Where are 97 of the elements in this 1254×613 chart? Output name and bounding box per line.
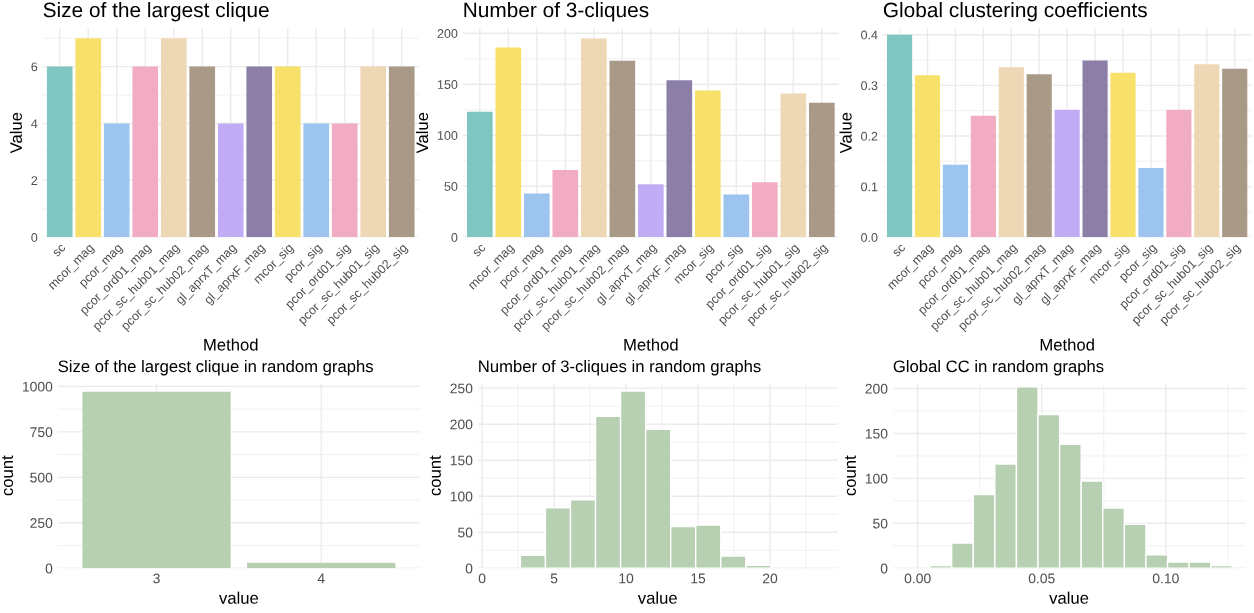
bar [467, 111, 493, 238]
bar [1166, 109, 1192, 238]
y-axis-title: count [429, 455, 441, 496]
y-axis-title: count [845, 455, 856, 496]
y-axis-title: Value [839, 112, 852, 154]
bar [1194, 64, 1220, 238]
bar [780, 93, 807, 238]
y-tick-label: 150 [865, 428, 888, 439]
bar [388, 66, 415, 238]
y-tick-label: 150 [437, 80, 458, 89]
x-axis-title: value [1049, 591, 1089, 604]
x-tick-label: 0.05 [1028, 573, 1055, 584]
x-tick-label: 20 [762, 573, 778, 584]
x-axis-title: Method [624, 338, 678, 351]
bar [723, 194, 750, 238]
x-axis-title: value [219, 591, 259, 604]
y-tick-label: 150 [450, 455, 473, 466]
bar [552, 169, 579, 238]
y-tick-label: 0 [880, 563, 888, 574]
y-tick-label: 0 [31, 233, 38, 242]
y-tick-label: 50 [458, 527, 473, 538]
bar [914, 75, 941, 238]
x-tick-label: 5 [550, 573, 558, 584]
y-tick-label: 200 [450, 419, 473, 430]
y-tick-label: 250 [30, 518, 53, 528]
bar [752, 182, 778, 238]
y-tick-label: 50 [444, 182, 458, 191]
y-tick-label: 0 [451, 233, 458, 242]
bar [809, 102, 835, 238]
y-tick-label: 100 [865, 473, 888, 484]
y-tick-label: 1000 [22, 381, 53, 392]
bar [303, 123, 330, 238]
bar [942, 164, 968, 238]
y-tick-label: 50 [873, 518, 888, 529]
bar [581, 38, 607, 238]
y-tick-label: 2 [31, 176, 38, 185]
bar [695, 90, 721, 238]
y-tick-label: 0.1 [861, 182, 878, 192]
y-tick-label: 0.4 [861, 30, 878, 40]
y-axis-title: Value [415, 112, 429, 154]
bar [46, 66, 73, 238]
bar [160, 38, 187, 238]
y-tick-label: 250 [450, 383, 473, 394]
x-axis-title: value [637, 591, 677, 604]
x-tick-label: 0.00 [904, 573, 931, 584]
bar [75, 38, 102, 238]
x-tick-label: 0.10 [1152, 573, 1179, 584]
y-axis-title: Value [9, 112, 22, 154]
x-tick-label: 15 [691, 573, 706, 584]
y-tick-label: 500 [30, 472, 53, 483]
chart-title: Global CC in random graphs [893, 359, 1104, 376]
bar [103, 123, 130, 238]
bar [1138, 167, 1164, 238]
x-tick-label: 10 [619, 573, 634, 584]
bar [132, 66, 159, 238]
y-tick-label: 4 [31, 119, 38, 128]
x-axis-title: Method [204, 338, 258, 351]
bar [666, 80, 693, 238]
bar [360, 66, 387, 238]
bar [887, 34, 913, 238]
y-tick-label: 0 [465, 563, 473, 574]
x-tick-label: 0 [478, 573, 486, 584]
bar [1082, 60, 1108, 238]
y-tick-label: 6 [31, 62, 38, 72]
bar [609, 60, 636, 238]
x-tick-label: 4 [317, 573, 325, 584]
bar [1054, 109, 1080, 238]
bar [495, 47, 522, 238]
y-tick-label: 100 [450, 491, 473, 502]
x-tick-label: 3 [153, 573, 160, 584]
bar [274, 66, 301, 238]
y-tick-label: 200 [437, 29, 458, 38]
chart-title: Number of 3-cliques in random graphs [479, 359, 761, 376]
y-tick-label: 0.2 [861, 131, 878, 141]
bar [217, 123, 244, 238]
chart-title: Number of 3-cliques [464, 1, 649, 22]
bar [331, 123, 358, 238]
y-tick-label: 0.3 [861, 81, 878, 91]
bar [1222, 68, 1248, 238]
x-axis-title: Method [1040, 338, 1094, 351]
bar [638, 184, 664, 238]
chart-title: Global clustering coefficients [883, 1, 1147, 22]
chart-title: Size of the largest clique [43, 1, 269, 22]
bar [998, 67, 1024, 238]
y-axis-title: count [2, 455, 14, 496]
y-tick-label: 0 [45, 563, 53, 574]
bar [246, 66, 273, 238]
bar [970, 115, 996, 238]
bar [189, 66, 216, 238]
bar [524, 193, 550, 238]
y-tick-label: 0.0 [861, 233, 878, 242]
y-tick-label: 100 [437, 131, 458, 140]
y-tick-label: 200 [865, 383, 888, 394]
bar [1026, 74, 1052, 238]
chart-title: Size of the largest clique in random graphs [58, 359, 373, 376]
y-tick-label: 750 [30, 427, 53, 438]
bar [1110, 72, 1136, 238]
